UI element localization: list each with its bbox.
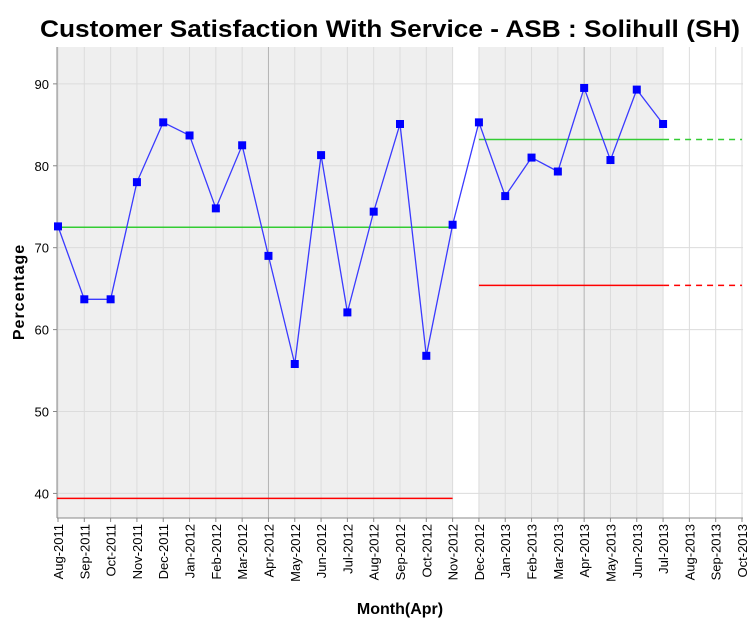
data-point bbox=[290, 360, 299, 369]
y-tick-label: 40 bbox=[35, 486, 49, 501]
y-tick-label: 70 bbox=[35, 241, 49, 256]
y-tick-label: 90 bbox=[35, 77, 49, 92]
x-tick-label: Sep-2012 bbox=[393, 524, 408, 580]
x-tick-label: Aug-2013 bbox=[682, 524, 697, 580]
period-shade bbox=[478, 47, 664, 518]
x-tick-label: Aug-2011 bbox=[51, 524, 66, 579]
y-axis-label: Percentage bbox=[11, 244, 28, 340]
x-tick-label: Oct-2013 bbox=[735, 524, 749, 577]
x-tick-label: Jan-2013 bbox=[498, 524, 513, 578]
data-point bbox=[343, 308, 352, 317]
data-point bbox=[580, 83, 589, 92]
x-tick-label: Apr-2013 bbox=[577, 524, 592, 577]
x-tick-label: Sep-2013 bbox=[709, 524, 724, 580]
x-tick-label: Mar-2013 bbox=[551, 524, 566, 580]
data-point bbox=[238, 141, 247, 150]
x-tick-label: Dec-2011 bbox=[156, 524, 171, 579]
data-point bbox=[80, 295, 89, 304]
x-tick-label: Apr-2012 bbox=[261, 524, 276, 577]
data-point bbox=[448, 220, 457, 229]
x-tick-label: Feb-2012 bbox=[209, 524, 224, 580]
data-point bbox=[159, 118, 168, 127]
data-point bbox=[501, 192, 510, 201]
data-point bbox=[317, 151, 326, 160]
x-tick-label: Jul-2013 bbox=[656, 524, 671, 574]
x-tick-label: Jan-2012 bbox=[183, 524, 198, 578]
data-point bbox=[474, 118, 483, 127]
y-tick-label: 80 bbox=[35, 159, 49, 174]
period-shade bbox=[57, 47, 453, 518]
x-tick-label: Dec-2012 bbox=[472, 524, 487, 580]
x-tick-label: Sep-2011 bbox=[77, 524, 92, 579]
y-tick-label: 60 bbox=[35, 323, 49, 338]
x-tick-label: Oct-2012 bbox=[419, 524, 434, 577]
y-tick-label: 50 bbox=[35, 405, 49, 420]
data-point bbox=[422, 351, 431, 360]
x-tick-label: May-2012 bbox=[288, 524, 303, 582]
x-tick-label: Oct-2011 bbox=[104, 524, 119, 577]
x-tick-label: Jun-2012 bbox=[314, 524, 329, 578]
x-tick-label: Jul-2012 bbox=[340, 524, 355, 574]
data-point bbox=[527, 153, 536, 162]
x-tick-label: Feb-2013 bbox=[525, 524, 540, 580]
data-point bbox=[106, 295, 115, 304]
data-point bbox=[211, 204, 220, 213]
chart-title: Customer Satisfaction With Service - ASB… bbox=[40, 16, 740, 43]
x-tick-label: Jun-2013 bbox=[630, 524, 645, 578]
x-tick-label: Nov-2011 bbox=[130, 524, 145, 579]
x-axis-label: Month(Apr) bbox=[357, 601, 443, 618]
data-point bbox=[369, 207, 378, 216]
x-tick-label: Nov-2012 bbox=[446, 524, 461, 580]
data-point bbox=[553, 167, 562, 176]
data-point bbox=[606, 156, 615, 165]
x-tick-label: Mar-2012 bbox=[235, 524, 250, 580]
data-point bbox=[396, 119, 404, 128]
data-point bbox=[659, 119, 668, 128]
data-point bbox=[54, 222, 62, 231]
x-tick-label: May-2013 bbox=[603, 524, 618, 582]
data-point bbox=[264, 251, 273, 260]
x-tick-label: Aug-2012 bbox=[367, 524, 382, 580]
data-point bbox=[185, 131, 194, 140]
series-line bbox=[57, 85, 664, 365]
data-point bbox=[132, 178, 141, 187]
data-point bbox=[632, 85, 641, 94]
